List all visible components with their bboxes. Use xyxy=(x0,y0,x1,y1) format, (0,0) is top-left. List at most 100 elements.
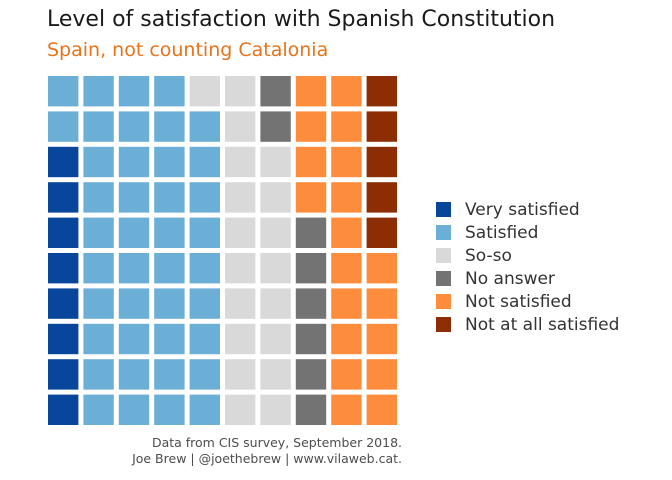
waffle-square-satisfied xyxy=(118,323,150,355)
legend-item-not-at-all-satisfied: Not at all satisfied xyxy=(436,313,619,336)
legend-item-not-satisfied: Not satisfied xyxy=(436,290,619,313)
waffle-square-not-satisfied xyxy=(331,76,362,107)
waffle-square-not-at-all-satisfied xyxy=(366,217,397,248)
waffle-square-satisfied xyxy=(154,76,185,107)
chart-title: Level of satisfaction with Spanish Const… xyxy=(47,7,556,32)
waffle-square-satisfied xyxy=(189,111,220,142)
waffle-square-so-so xyxy=(260,253,291,284)
waffle-square-not-satisfied xyxy=(331,323,362,355)
legend-swatch xyxy=(436,225,451,240)
waffle-square-not-satisfied xyxy=(366,394,397,425)
waffle-square-no-answer xyxy=(295,217,327,248)
waffle-square-very-satisfied xyxy=(48,146,79,178)
waffle-square-satisfied xyxy=(189,359,220,390)
waffle-square-so-so xyxy=(225,146,256,178)
waffle-square-not-satisfied xyxy=(295,182,327,213)
waffle-square-no-answer xyxy=(260,111,291,142)
waffle-square-satisfied xyxy=(83,323,114,355)
waffle-square-satisfied xyxy=(189,394,220,425)
caption-line-1: Data from CIS survey, September 2018. xyxy=(151,435,402,450)
waffle-square-so-so xyxy=(189,76,220,107)
waffle-square-not-satisfied xyxy=(366,253,397,284)
waffle-square-satisfied xyxy=(154,288,185,319)
waffle-square-so-so xyxy=(225,182,256,213)
waffle-square-satisfied xyxy=(118,146,150,178)
waffle-square-satisfied xyxy=(154,359,185,390)
waffle-square-satisfied xyxy=(83,359,114,390)
waffle-square-satisfied xyxy=(189,217,220,248)
waffle-square-satisfied xyxy=(189,323,220,355)
waffle-square-very-satisfied xyxy=(48,182,79,213)
waffle-square-not-satisfied xyxy=(331,111,362,142)
legend-item-no-answer: No answer xyxy=(436,267,619,290)
waffle-square-so-so xyxy=(260,394,291,425)
waffle-square-very-satisfied xyxy=(48,288,79,319)
waffle-square-not-satisfied xyxy=(295,146,327,178)
waffle-square-very-satisfied xyxy=(48,323,79,355)
waffle-square-so-so xyxy=(225,394,256,425)
waffle-square-satisfied xyxy=(189,253,220,284)
waffle-square-satisfied xyxy=(118,253,150,284)
waffle-square-no-answer xyxy=(295,288,327,319)
waffle-square-not-at-all-satisfied xyxy=(366,111,397,142)
waffle-square-not-at-all-satisfied xyxy=(366,146,397,178)
waffle-square-not-at-all-satisfied xyxy=(366,76,397,107)
legend: Very satisfied Satisfied So-so No answer… xyxy=(436,198,619,336)
waffle-square-so-so xyxy=(225,288,256,319)
waffle-square-satisfied xyxy=(83,76,114,107)
waffle-square-not-satisfied xyxy=(331,146,362,178)
waffle-square-satisfied xyxy=(83,146,114,178)
waffle-square-not-satisfied xyxy=(331,253,362,284)
legend-label: Not satisfied xyxy=(465,291,572,312)
waffle-square-so-so xyxy=(260,146,291,178)
waffle-square-no-answer xyxy=(295,323,327,355)
legend-swatch xyxy=(436,317,451,332)
waffle-square-not-satisfied xyxy=(331,182,362,213)
waffle-square-so-so xyxy=(225,323,256,355)
waffle-square-satisfied xyxy=(154,182,185,213)
waffle-square-satisfied xyxy=(118,182,150,213)
waffle-square-not-satisfied xyxy=(331,394,362,425)
legend-label: Very satisfied xyxy=(465,199,580,220)
legend-swatch xyxy=(436,248,451,263)
legend-item-satisfied: Satisfied xyxy=(436,221,619,244)
legend-label: Satisfied xyxy=(465,222,539,243)
waffle-square-satisfied xyxy=(118,394,150,425)
waffle-square-satisfied xyxy=(83,288,114,319)
waffle-square-so-so xyxy=(225,76,256,107)
waffle-square-so-so xyxy=(225,217,256,248)
waffle-square-very-satisfied xyxy=(48,253,79,284)
legend-label: So-so xyxy=(465,245,512,266)
waffle-square-satisfied xyxy=(48,76,79,107)
waffle-square-satisfied xyxy=(118,217,150,248)
waffle-square-satisfied xyxy=(83,217,114,248)
waffle-square-very-satisfied xyxy=(48,394,79,425)
waffle-square-not-satisfied xyxy=(295,111,327,142)
waffle-square-satisfied xyxy=(83,182,114,213)
waffle-square-satisfied xyxy=(118,76,150,107)
waffle-square-satisfied xyxy=(189,288,220,319)
waffle-square-satisfied xyxy=(118,288,150,319)
waffle-square-satisfied xyxy=(154,217,185,248)
waffle-square-so-so xyxy=(260,182,291,213)
waffle-square-satisfied xyxy=(189,182,220,213)
caption: Data from CIS survey, September 2018. Jo… xyxy=(132,435,402,467)
waffle-square-not-satisfied xyxy=(366,359,397,390)
waffle-square-no-answer xyxy=(295,394,327,425)
waffle-square-so-so xyxy=(260,359,291,390)
waffle-square-so-so xyxy=(260,217,291,248)
waffle-square-very-satisfied xyxy=(48,217,79,248)
waffle-square-satisfied xyxy=(154,394,185,425)
waffle-square-so-so xyxy=(225,359,256,390)
waffle-square-not-at-all-satisfied xyxy=(366,182,397,213)
waffle-square-not-satisfied xyxy=(331,359,362,390)
waffle-square-satisfied xyxy=(48,111,79,142)
caption-line-2: Joe Brew | @joethebrew | www.vilaweb.cat… xyxy=(132,451,402,466)
chart-subtitle: Spain, not counting Catalonia xyxy=(47,39,329,61)
waffle-square-satisfied xyxy=(118,111,150,142)
waffle-square-satisfied xyxy=(83,111,114,142)
waffle-square-satisfied xyxy=(83,253,114,284)
waffle-square-not-satisfied xyxy=(331,217,362,248)
legend-item-so-so: So-so xyxy=(436,244,619,267)
